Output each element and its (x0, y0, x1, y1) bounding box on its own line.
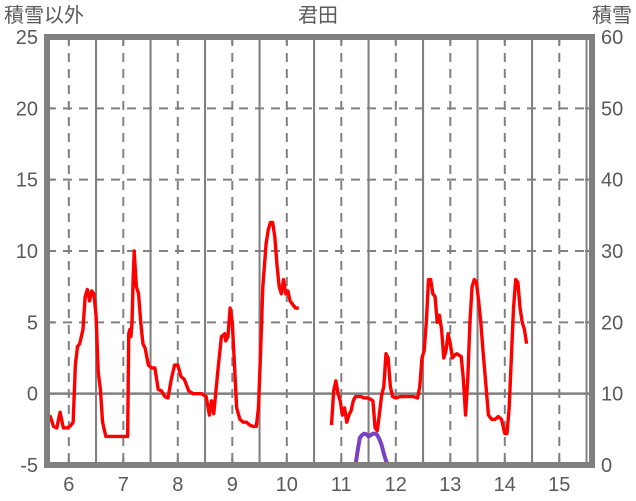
right-tick-label: 20 (601, 312, 623, 334)
chart-title: 君田 (298, 5, 338, 27)
right-tick-label: 40 (601, 170, 623, 192)
x-tick-label: 8 (172, 474, 183, 496)
x-tick-label: 12 (385, 474, 407, 496)
x-tick-label: 10 (276, 474, 298, 496)
right-axis-tick-labels: 60 50 40 30 20 10 0 (601, 27, 623, 477)
right-tick-label: 30 (601, 241, 623, 263)
left-tick-label: -5 (20, 455, 38, 477)
axis-tick-marks (47, 36, 592, 466)
x-tick-label: 7 (118, 474, 129, 496)
left-tick-label: 15 (16, 170, 38, 192)
x-tick-label: 14 (494, 474, 516, 496)
x-tick-label: 9 (227, 474, 238, 496)
right-tick-label: 50 (601, 98, 623, 120)
left-tick-label: 5 (27, 312, 38, 334)
right-tick-label: 0 (601, 455, 612, 477)
right-tick-label: 60 (601, 27, 623, 49)
left-tick-label: 0 (27, 384, 38, 406)
x-tick-label: 15 (548, 474, 570, 496)
x-tick-label: 13 (439, 474, 461, 496)
right-axis-title: 積雪 (592, 4, 632, 27)
x-tick-label: 6 (63, 474, 74, 496)
left-axis-title: 積雪以外 (4, 4, 84, 27)
left-tick-label: 25 (16, 27, 38, 49)
left-tick-label: 20 (16, 98, 38, 120)
left-axis-tick-labels: 25 20 15 10 5 0 -5 (16, 27, 38, 477)
left-tick-label: 10 (16, 241, 38, 263)
x-axis-tick-labels: 6 7 8 9 10 11 12 13 14 15 (63, 474, 570, 496)
x-tick-label: 11 (331, 474, 352, 496)
right-tick-label: 10 (601, 384, 623, 406)
